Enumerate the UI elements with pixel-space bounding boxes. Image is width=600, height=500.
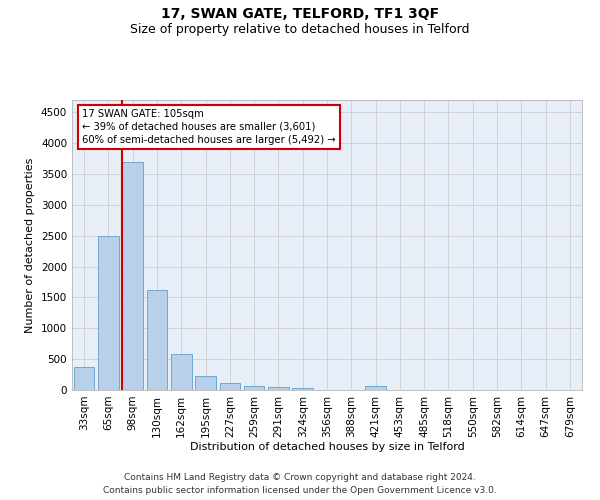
Text: Contains public sector information licensed under the Open Government Licence v3: Contains public sector information licen… xyxy=(103,486,497,495)
Bar xyxy=(365,386,386,390)
Bar xyxy=(122,162,143,390)
Y-axis label: Number of detached properties: Number of detached properties xyxy=(25,158,35,332)
Text: 17, SWAN GATE, TELFORD, TF1 3QF: 17, SWAN GATE, TELFORD, TF1 3QF xyxy=(161,8,439,22)
Bar xyxy=(220,383,240,390)
Bar xyxy=(268,387,289,390)
Bar xyxy=(244,386,265,390)
Text: Contains HM Land Registry data © Crown copyright and database right 2024.: Contains HM Land Registry data © Crown c… xyxy=(124,472,476,482)
Bar xyxy=(292,388,313,390)
Bar xyxy=(98,236,119,390)
Bar xyxy=(195,376,216,390)
Bar xyxy=(74,367,94,390)
Text: Size of property relative to detached houses in Telford: Size of property relative to detached ho… xyxy=(130,22,470,36)
Bar xyxy=(171,354,191,390)
Text: 17 SWAN GATE: 105sqm
← 39% of detached houses are smaller (3,601)
60% of semi-de: 17 SWAN GATE: 105sqm ← 39% of detached h… xyxy=(82,108,336,145)
Text: Distribution of detached houses by size in Telford: Distribution of detached houses by size … xyxy=(190,442,464,452)
Bar xyxy=(146,290,167,390)
